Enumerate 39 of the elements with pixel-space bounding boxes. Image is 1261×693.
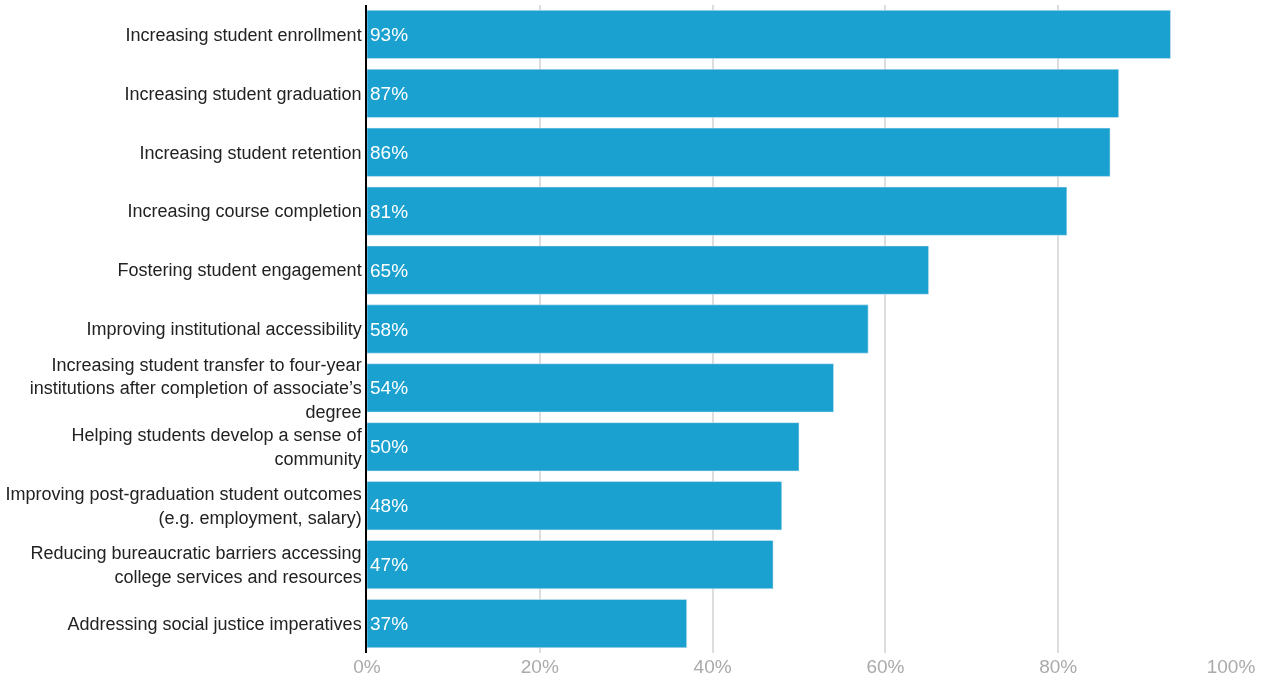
y-tick-label: Increasing student graduation [124, 83, 362, 104]
y-tick-label: Improving post-graduation student outcomes (e.g. employment, salary) [5, 484, 362, 528]
bar [367, 245, 929, 295]
bar [367, 10, 1171, 59]
y-tick-label: Addressing social justice imperatives [67, 613, 362, 634]
bar [367, 304, 869, 354]
bar [367, 127, 1111, 177]
x-tick-label: 0% [353, 656, 381, 677]
data-label: 86% [370, 141, 409, 163]
data-label: 54% [370, 377, 409, 399]
bar [367, 481, 782, 531]
data-label: 93% [370, 23, 409, 45]
data-label: 50% [370, 436, 409, 458]
bar [367, 363, 834, 413]
y-tick-label: Increasing student transfer to four-year institutions after completion of associate’s degree [29, 354, 362, 422]
data-label: 58% [370, 318, 409, 340]
x-tick-label: 40% [693, 656, 732, 677]
y-tick-label: Increasing student enrollment [125, 24, 362, 45]
data-label: 81% [370, 200, 409, 222]
y-tick-label: Increasing student retention [139, 142, 362, 163]
x-tick-label: 100% [1206, 656, 1256, 677]
y-tick-label: Helping students develop a sense of community [71, 425, 363, 469]
y-tick-label: Reducing bureaucratic barriers accessing college services and resources [30, 543, 362, 587]
bar [367, 540, 774, 590]
y-tick-label: Improving institutional accessibility [86, 319, 362, 340]
data-label: 37% [370, 613, 409, 635]
x-tick-label: 60% [866, 656, 905, 677]
data-label: 47% [370, 554, 409, 576]
bar [367, 422, 800, 472]
data-label: 87% [370, 82, 409, 104]
data-label: 65% [370, 259, 409, 281]
x-tick-label: 80% [1039, 656, 1078, 677]
y-tick-label: Fostering student engagement [117, 260, 362, 281]
bar [367, 599, 687, 648]
bar [367, 186, 1068, 236]
y-tick-label: Increasing course completion [127, 201, 362, 222]
data-label: 48% [370, 495, 409, 517]
x-tick-label: 20% [520, 656, 559, 677]
bar [367, 68, 1119, 118]
